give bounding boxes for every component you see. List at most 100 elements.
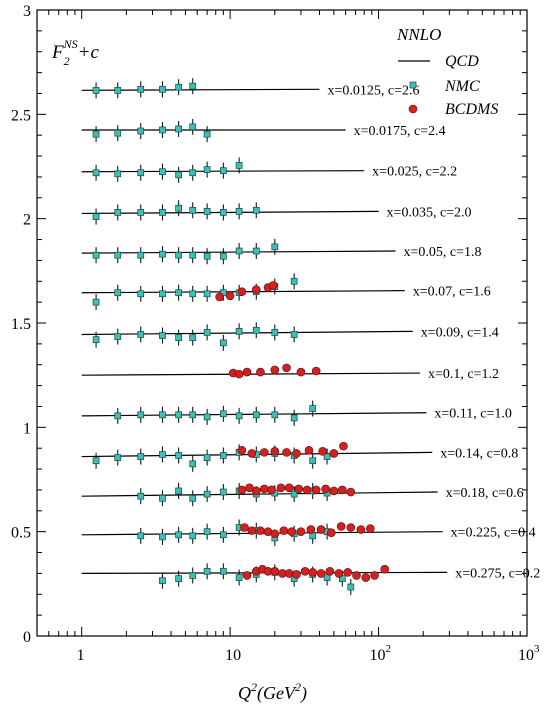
nmc-point xyxy=(203,208,211,215)
bin-11 xyxy=(81,519,443,546)
y-tick-label: 0.5 xyxy=(11,525,31,542)
nmc-point xyxy=(175,125,182,133)
bcdms-point xyxy=(242,367,252,377)
nmc-point xyxy=(137,251,145,259)
nmc-point xyxy=(235,208,243,215)
x-label-sup2: 2 xyxy=(295,680,301,694)
bcdms-point xyxy=(292,449,301,458)
bcdms-point xyxy=(237,485,247,495)
x-tick-label: 102 xyxy=(370,643,392,664)
nmc-point xyxy=(175,251,182,259)
nmc-point xyxy=(175,83,182,91)
bcdms-point xyxy=(284,569,294,578)
bin-10 xyxy=(81,482,438,507)
nmc-point xyxy=(290,414,298,422)
bcdms-point xyxy=(268,281,278,290)
nmc-point xyxy=(137,492,145,500)
x-label-sup: 2 xyxy=(251,680,257,694)
legend: NNLO QCD NMC BCDMS xyxy=(396,25,498,118)
bin-label: x=0.14, c=0.8 xyxy=(440,446,518,461)
nmc-point xyxy=(159,168,166,176)
bcdms-point xyxy=(270,529,280,539)
nmc-point xyxy=(203,166,211,173)
y-tick-label: 2 xyxy=(23,212,31,229)
nmc-point xyxy=(235,327,243,335)
bin-label: x=0.07, c=1.6 xyxy=(413,285,491,300)
nmc-point xyxy=(203,454,211,461)
bin-label: x=0.0175, c=2.4 xyxy=(354,124,446,139)
nmc-point xyxy=(347,583,355,591)
y-label-sup: NS xyxy=(63,37,78,51)
nmc-point xyxy=(159,250,166,258)
nmc-point xyxy=(323,453,331,460)
nmc-point xyxy=(137,127,145,135)
nmc-point xyxy=(159,411,166,419)
qcd-curve xyxy=(81,88,320,91)
bin-8 xyxy=(81,400,427,426)
legend-bcdms-label: BCDMS xyxy=(445,101,498,118)
bcdms-point xyxy=(334,569,344,578)
bcdms-point xyxy=(338,485,347,495)
bcdms-point xyxy=(256,367,265,377)
x-tick-label: 103 xyxy=(518,643,540,664)
nmc-point xyxy=(159,209,166,216)
bin-label: x=0.0125, c=2.6 xyxy=(327,83,419,98)
nmc-point xyxy=(252,411,260,419)
nmc-point xyxy=(175,204,182,212)
nmc-point xyxy=(203,567,211,575)
bcdms-point xyxy=(306,525,316,534)
nmc-point xyxy=(203,528,211,536)
bcdms-point xyxy=(276,483,286,493)
nmc-point xyxy=(175,289,182,297)
bcdms-point xyxy=(294,484,304,494)
x-label-rest: (GeV xyxy=(257,683,297,704)
nmc-point xyxy=(92,213,100,220)
nmc-point xyxy=(235,574,243,581)
bcdms-point xyxy=(329,486,339,496)
bin-4 xyxy=(81,238,396,265)
nmc-point xyxy=(114,129,122,137)
nmc-point xyxy=(137,85,145,93)
nmc-point xyxy=(252,247,260,255)
bin-3 xyxy=(81,200,379,225)
nmc-point xyxy=(189,206,197,214)
nmc-point xyxy=(252,206,260,214)
bcdms-point xyxy=(267,485,276,495)
x-label-close: ) xyxy=(300,683,307,704)
nmc-point xyxy=(189,334,197,341)
bcdms-point xyxy=(237,445,247,455)
bcdms-point xyxy=(240,523,249,532)
nmc-point xyxy=(159,85,166,93)
nmc-point xyxy=(175,487,182,495)
x-tick-label: 10 xyxy=(225,647,241,664)
nmc-point xyxy=(219,339,227,347)
nmc-point xyxy=(92,298,100,306)
bcdms-point xyxy=(366,524,375,533)
nmc-point xyxy=(189,82,197,90)
nmc-point xyxy=(219,252,227,260)
bcdms-point xyxy=(352,571,361,580)
bcdms-point xyxy=(247,449,257,458)
bcdms-point xyxy=(270,365,280,375)
bcdms-point xyxy=(346,487,356,497)
nmc-point xyxy=(290,331,298,338)
bcdms-point xyxy=(300,567,310,576)
bcdms-point xyxy=(260,484,269,494)
nmc-point xyxy=(203,252,211,260)
nmc-point xyxy=(175,452,182,459)
bcdms-point xyxy=(343,568,353,577)
nmc-point xyxy=(137,331,145,338)
bcdms-point xyxy=(215,292,224,302)
bin-label: x=0.225, c=0.4 xyxy=(451,526,536,541)
bin-label: x=0.035, c=2.0 xyxy=(387,205,472,220)
bcdms-point xyxy=(325,567,335,576)
x-axis-label: Q2(GeV2) xyxy=(238,680,307,704)
bin-label: x=0.09, c=1.4 xyxy=(421,325,499,340)
nmc-point xyxy=(159,126,166,134)
nmc-point xyxy=(114,170,122,178)
series-layer xyxy=(81,78,448,595)
nmc-point xyxy=(114,412,122,420)
bcdms-point xyxy=(282,363,291,373)
qcd-curve xyxy=(81,210,379,215)
